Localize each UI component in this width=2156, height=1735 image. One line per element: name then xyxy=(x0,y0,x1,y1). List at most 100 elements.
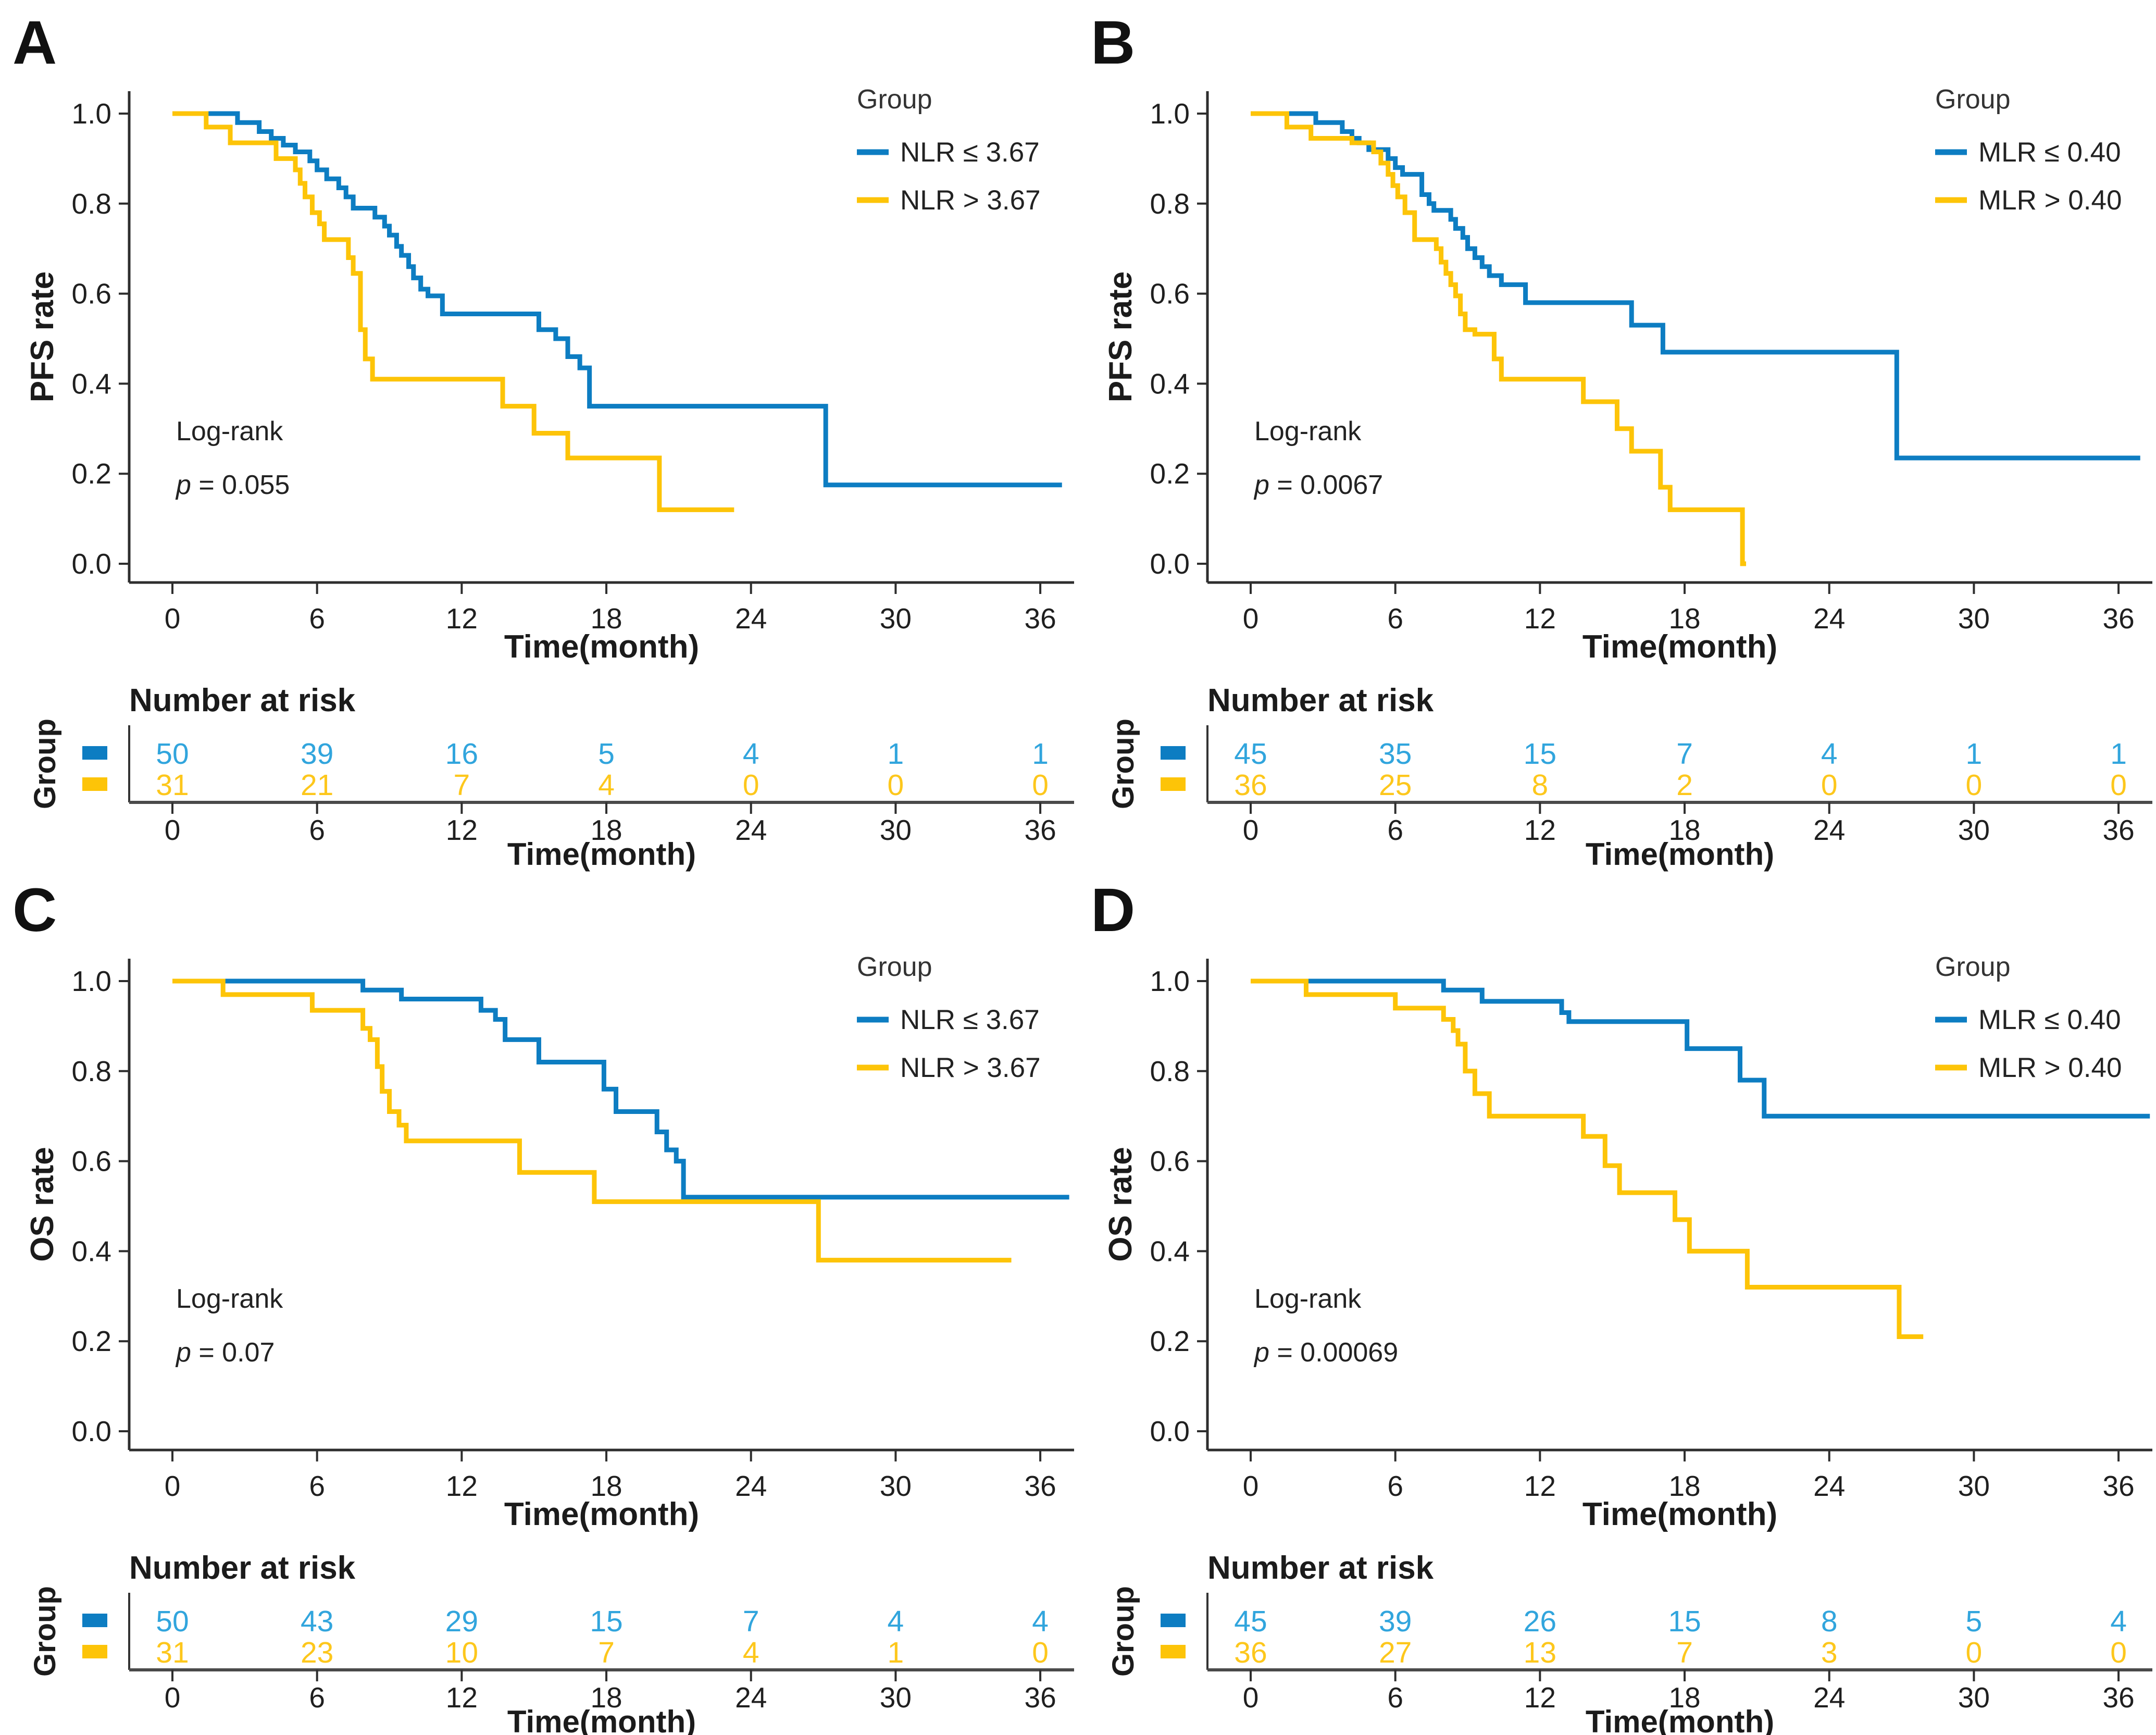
risk-count: 25 xyxy=(1379,769,1412,802)
y-axis-title: OS rate xyxy=(24,1147,60,1262)
risk-x-tick-label: 36 xyxy=(2102,1681,2134,1714)
x-tick-label: 18 xyxy=(590,602,622,635)
legend-entry-label: NLR ≤ 3.67 xyxy=(900,137,1040,168)
p-value: = 0.00069 xyxy=(1269,1337,1398,1368)
x-tick-label: 24 xyxy=(735,602,767,635)
risk-x-tick-label: 24 xyxy=(735,1681,767,1714)
risk-x-axis-title: Time(month) xyxy=(507,1704,696,1735)
risk-x-tick-label: 30 xyxy=(1958,1681,1990,1714)
x-tick-label: 30 xyxy=(880,1470,912,1502)
legend-entry-label: MLR ≤ 0.40 xyxy=(1978,137,2121,168)
risk-x-tick-label: 36 xyxy=(2102,814,2134,846)
legend-entry-label: MLR ≤ 0.40 xyxy=(1978,1005,2121,1035)
y-tick-label: 0.6 xyxy=(72,278,111,310)
x-axis-title: Time(month) xyxy=(1582,1496,1777,1532)
risk-count: 29 xyxy=(445,1605,478,1638)
risk-count: 0 xyxy=(2110,769,2127,802)
risk-x-tick-label: 6 xyxy=(309,1681,325,1714)
km-curve-yellow xyxy=(1251,111,1747,566)
x-axis-title: Time(month) xyxy=(504,629,699,665)
risk-count: 15 xyxy=(1668,1605,1701,1638)
legend-title: Group xyxy=(857,952,932,982)
legend-title: Group xyxy=(1935,952,2011,982)
x-tick-label: 30 xyxy=(1958,602,1990,635)
x-tick-label: 0 xyxy=(1243,602,1259,635)
risk-x-tick-label: 36 xyxy=(1024,814,1056,846)
x-tick-label: 12 xyxy=(446,602,478,635)
km-curve-yellow xyxy=(172,111,734,512)
risk-count: 4 xyxy=(743,1636,759,1669)
risk-swatch-blue xyxy=(82,1614,107,1627)
p-value-text: p = 0.055 xyxy=(175,470,290,500)
y-tick-label: 1.0 xyxy=(1150,97,1190,130)
x-tick-label: 6 xyxy=(1387,1470,1403,1502)
risk-count: 4 xyxy=(743,737,759,771)
km-chart-a: A 1.0 0.8 0.6 0.4 0.2 0.0 0 6 12 18 24 30 36 Time(mont… xyxy=(13,8,1074,872)
risk-x-tick-label: 24 xyxy=(1813,1681,1845,1714)
risk-swatch-yellow xyxy=(1161,777,1186,791)
x-tick-label: 30 xyxy=(880,602,912,635)
risk-x-tick-label: 6 xyxy=(1387,814,1403,846)
x-tick-label: 6 xyxy=(309,602,325,635)
risk-swatch-blue xyxy=(1161,746,1186,760)
risk-x-tick-label: 12 xyxy=(1524,814,1556,846)
y-tick-label: 0.2 xyxy=(1150,457,1190,490)
y-tick-label: 0.8 xyxy=(1150,1055,1190,1087)
p-value-text: p = 0.0067 xyxy=(1253,470,1383,500)
y-tick-label: 0.4 xyxy=(1150,1235,1190,1267)
risk-table-header: Number at risk xyxy=(1207,1550,1434,1586)
risk-count: 8 xyxy=(1821,1605,1838,1638)
x-tick-label: 36 xyxy=(1024,602,1056,635)
risk-count: 1 xyxy=(1032,737,1049,771)
y-tick-label: 1.0 xyxy=(72,97,111,130)
x-tick-label: 12 xyxy=(446,1470,478,1502)
x-axis-title: Time(month) xyxy=(1582,629,1777,665)
risk-count: 2 xyxy=(1676,769,1693,802)
risk-count: 7 xyxy=(743,1605,759,1638)
risk-count: 15 xyxy=(1524,737,1556,771)
risk-table-header: Number at risk xyxy=(129,1550,356,1586)
x-tick-label: 18 xyxy=(590,1470,622,1502)
y-tick-label: 1.0 xyxy=(72,965,111,997)
km-curve-blue xyxy=(172,111,1062,488)
p-value-text: p = 0.00069 xyxy=(1253,1337,1398,1368)
legend-entry-label: MLR > 0.40 xyxy=(1978,1052,2122,1083)
risk-x-tick-label: 24 xyxy=(1813,814,1845,846)
risk-x-axis-title: Time(month) xyxy=(1586,1704,1774,1735)
x-tick-label: 24 xyxy=(1813,1470,1845,1502)
risk-count: 31 xyxy=(156,769,189,802)
risk-count: 45 xyxy=(1234,737,1267,771)
x-tick-label: 0 xyxy=(165,602,181,635)
risk-count: 3 xyxy=(1821,1636,1838,1669)
x-tick-label: 36 xyxy=(1024,1470,1056,1502)
legend-entry-label: MLR > 0.40 xyxy=(1978,185,2122,216)
risk-count: 1 xyxy=(2110,737,2127,771)
risk-count: 0 xyxy=(1966,1636,1983,1669)
risk-x-tick-label: 0 xyxy=(165,814,181,846)
y-tick-label: 0.4 xyxy=(72,367,111,400)
panel-letter: D xyxy=(1091,876,1135,945)
p-italic: p xyxy=(175,470,191,500)
risk-group-axis-label: Group xyxy=(28,718,62,809)
risk-table-header: Number at risk xyxy=(1207,683,1434,718)
risk-count: 0 xyxy=(1032,769,1049,802)
risk-swatch-yellow xyxy=(82,1645,107,1658)
risk-count: 7 xyxy=(1676,737,1693,771)
y-tick-label: 0.4 xyxy=(72,1235,111,1267)
risk-x-tick-label: 12 xyxy=(446,1681,478,1714)
risk-x-tick-label: 0 xyxy=(1243,1681,1259,1714)
risk-count: 4 xyxy=(1032,1605,1049,1638)
panel-a-pfs-nlr: A 1.0 0.8 0.6 0.4 0.2 0.0 0 6 12 18 24 30 36 Time(mont… xyxy=(0,0,1078,872)
risk-count: 7 xyxy=(1676,1636,1693,1669)
risk-x-axis-title: Time(month) xyxy=(507,837,696,872)
x-tick-label: 12 xyxy=(1524,1470,1556,1502)
risk-count: 1 xyxy=(888,1636,904,1669)
legend-title: Group xyxy=(857,84,932,115)
risk-x-tick-label: 18 xyxy=(590,814,622,846)
risk-x-tick-label: 6 xyxy=(309,814,325,846)
risk-count: 21 xyxy=(301,769,333,802)
p-italic: p xyxy=(175,1337,191,1368)
x-tick-label: 6 xyxy=(309,1470,325,1502)
x-tick-label: 12 xyxy=(1524,602,1556,635)
